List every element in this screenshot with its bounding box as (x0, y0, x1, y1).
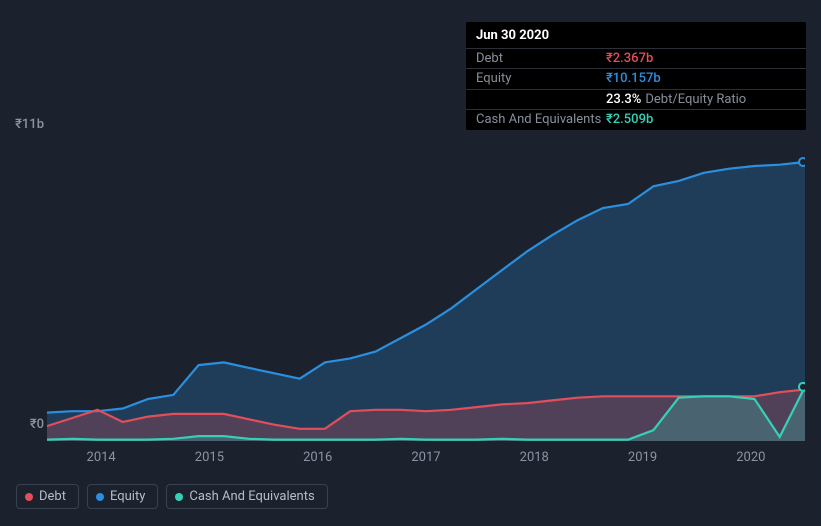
x-axis-label: 2019 (628, 450, 657, 465)
tooltip-value: ₹10.157b (606, 71, 661, 87)
chart-tooltip: Jun 30 2020 Debt₹2.367bEquity₹10.157b23.… (466, 22, 806, 130)
tooltip-label: Equity (476, 71, 606, 87)
x-axis-label: 2014 (87, 450, 116, 465)
y-axis-label: ₹0 (4, 417, 44, 432)
tooltip-value: ₹2.367b (606, 51, 653, 67)
area-chart (47, 143, 805, 441)
legend-dot (96, 493, 104, 501)
tooltip-row: 23.3%Debt/Equity Ratio (466, 90, 806, 111)
tooltip-label: Debt (476, 51, 606, 67)
y-axis-label: ₹11b (4, 117, 44, 132)
x-axis-label: 2017 (411, 450, 440, 465)
x-axis-label: 2016 (303, 450, 332, 465)
legend-item-cash-and-equivalents[interactable]: Cash And Equivalents (166, 484, 327, 509)
tooltip-row: Debt₹2.367b (466, 49, 806, 70)
tooltip-row: Equity₹10.157b (466, 69, 806, 90)
legend-label: Equity (110, 489, 145, 504)
legend-item-equity[interactable]: Equity (87, 484, 158, 509)
tooltip-date: Jun 30 2020 (466, 22, 806, 49)
tooltip-label (476, 92, 606, 108)
x-axis-label: 2020 (736, 450, 765, 465)
tooltip-row: Cash And Equivalents₹2.509b (466, 110, 806, 130)
tooltip-label: Cash And Equivalents (476, 112, 606, 128)
series-marker (799, 158, 805, 166)
x-axis-labels: 2014 2015 2016 2017 2018 2019 2020 (47, 450, 805, 465)
legend-dot (25, 493, 33, 501)
legend-item-debt[interactable]: Debt (16, 484, 79, 509)
x-axis-label: 2015 (195, 450, 224, 465)
chart-legend: Debt Equity Cash And Equivalents (16, 484, 328, 509)
series-marker (799, 383, 805, 391)
x-axis-label: 2018 (520, 450, 549, 465)
tooltip-value: 23.3%Debt/Equity Ratio (606, 92, 746, 108)
legend-label: Cash And Equivalents (189, 489, 314, 504)
tooltip-value: ₹2.509b (606, 112, 653, 128)
legend-label: Debt (39, 489, 66, 504)
legend-dot (175, 493, 183, 501)
